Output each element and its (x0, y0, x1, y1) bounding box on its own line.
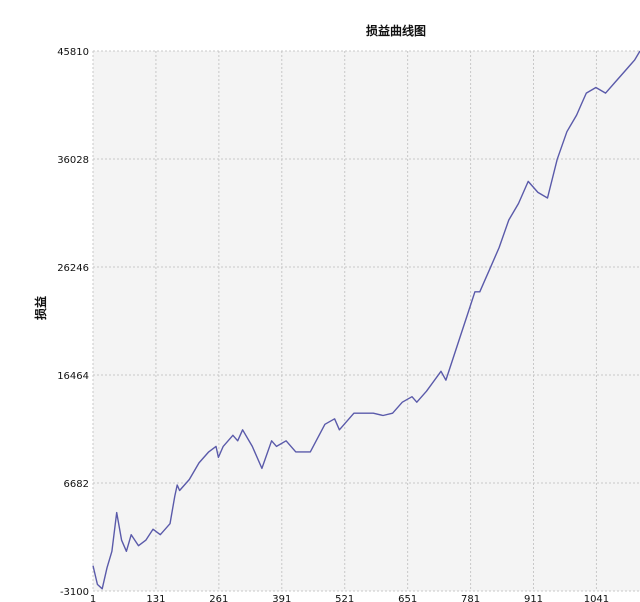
x-tick-label: 391 (272, 594, 291, 602)
x-tick-label: 1 (90, 594, 96, 602)
x-tick-label: 261 (209, 594, 228, 602)
y-tick-label: 26246 (57, 263, 89, 274)
x-tick-label: 911 (524, 594, 543, 602)
x-tick-label: 651 (398, 594, 417, 602)
x-tick-label: 1041 (584, 594, 609, 602)
x-axis-ticks: 1 131 261 391 521 651 781 911 1041 (90, 594, 609, 602)
series-line (92, 50, 640, 590)
plot-area (93, 51, 640, 591)
x-tick-label: 521 (335, 594, 354, 602)
y-tick-label: 16464 (57, 371, 89, 382)
x-tick-label: 131 (146, 594, 165, 602)
y-tick-label: 45810 (57, 47, 89, 58)
grid (92, 50, 640, 592)
chart-title: 损益曲线图 (366, 23, 426, 38)
x-tick-label: 781 (461, 594, 480, 602)
y-tick-label: -3100 (60, 587, 89, 598)
y-tick-label: 6682 (64, 479, 89, 490)
y-axis-ticks: 45810 36028 26246 16464 6682 -3100 (57, 47, 89, 598)
y-axis-label: 损益 (33, 296, 48, 320)
y-tick-label: 36028 (57, 155, 89, 166)
